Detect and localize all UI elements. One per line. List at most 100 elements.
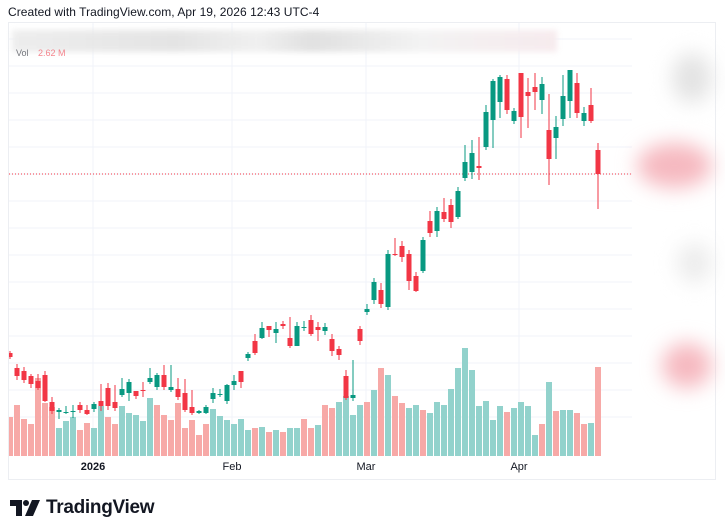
volume-bar (518, 402, 524, 456)
volume-bar (224, 420, 230, 456)
volume-bar (581, 424, 587, 456)
time-axis-tick: Feb (222, 461, 242, 473)
volume-bar (385, 375, 391, 456)
volume-bar (434, 402, 440, 456)
chart-frame (8, 22, 716, 480)
volume-bar (49, 407, 55, 456)
candle-down (476, 166, 482, 168)
candle-down (49, 402, 55, 411)
candle-up (63, 412, 69, 413)
volume-bar (266, 432, 272, 456)
volume-bar (462, 348, 468, 456)
volume-bar (532, 435, 538, 456)
candle-down (343, 376, 349, 398)
volume-bar (336, 402, 342, 456)
tradingview-logo: TradingView (10, 497, 155, 519)
candle-up (434, 211, 440, 231)
candle-up (455, 191, 461, 217)
candle-down (448, 205, 454, 222)
volume-bar (84, 423, 90, 456)
volume-bar (588, 423, 594, 456)
candle-up (56, 410, 62, 412)
time-axis-tick: Apr (510, 461, 528, 473)
candle-up (294, 326, 300, 346)
candle-down (287, 338, 293, 346)
volume-bar (42, 403, 48, 456)
candle-up (371, 282, 377, 300)
candle-down (427, 221, 433, 233)
volume-bar (238, 419, 244, 456)
volume-bar (525, 406, 531, 456)
candle-down (406, 254, 412, 281)
caption: Created with TradingView.com, Apr 19, 20… (8, 5, 320, 19)
candle-up (91, 404, 97, 409)
candle-down (175, 389, 181, 397)
candle-up (147, 378, 153, 382)
volume-bar (315, 425, 321, 456)
volume-bar (98, 406, 104, 456)
volume-bar (259, 427, 265, 456)
volume-bar (427, 413, 433, 456)
candle-up (350, 395, 356, 398)
volume-bar (406, 408, 412, 456)
volume-bar (63, 421, 69, 456)
volume-bar (343, 396, 349, 456)
volume-bar (175, 403, 181, 456)
volume-bar (210, 409, 216, 456)
volume-bar (308, 428, 314, 456)
volume-bar (28, 424, 34, 456)
candle-up (497, 77, 503, 102)
volume-bar (413, 405, 419, 456)
volume-bar (364, 402, 370, 456)
candle-down (105, 388, 111, 406)
volume-bar (182, 428, 188, 456)
candle-down (35, 381, 41, 388)
volume-bar (497, 406, 503, 456)
candle-up (490, 81, 496, 120)
candle-up (70, 411, 76, 412)
candle-up (273, 329, 279, 333)
candle-down (378, 290, 384, 304)
candle-down (266, 326, 272, 330)
candle-up (581, 113, 587, 121)
price-label-blurred (677, 243, 712, 283)
volume-bar (9, 417, 13, 456)
candle-down (77, 405, 83, 410)
candle-down (392, 254, 398, 255)
price-scale-blurred[interactable] (632, 23, 715, 456)
candle-up (469, 153, 475, 172)
volume-bar (560, 410, 566, 456)
candle-down (315, 327, 321, 330)
candle-down (532, 87, 538, 92)
candle-up (322, 327, 328, 331)
volume-bar (126, 413, 132, 456)
candle-down (21, 371, 27, 380)
volume-bar (189, 420, 195, 456)
candle-up (224, 385, 230, 401)
volume-bar (133, 415, 139, 456)
candle-up (245, 354, 251, 358)
volume-legend-value: 2.62 M (38, 48, 66, 58)
volume-bar (273, 430, 279, 456)
candle-up (154, 375, 160, 387)
volume-bar (280, 432, 286, 456)
candle-up (126, 382, 132, 393)
volume-bar (490, 420, 496, 456)
candle-up (231, 381, 237, 385)
candle-down (441, 212, 447, 219)
volume-bar (329, 408, 335, 456)
candle-up (217, 394, 223, 395)
brand-name: TradingView (46, 497, 155, 518)
volume-bar (595, 367, 601, 456)
candle-up (210, 393, 216, 399)
volume-bar (322, 405, 328, 456)
candle-down (189, 407, 195, 413)
candle-down (413, 276, 419, 291)
candle-up (196, 411, 202, 413)
time-axis[interactable]: 2026 Feb Mar Apr (9, 456, 632, 479)
tradingview-logo-icon (10, 500, 40, 516)
candle-down (336, 349, 342, 355)
volume-bar (504, 412, 510, 456)
chart-plot-area[interactable] (9, 23, 632, 456)
volume-bar (371, 390, 377, 456)
